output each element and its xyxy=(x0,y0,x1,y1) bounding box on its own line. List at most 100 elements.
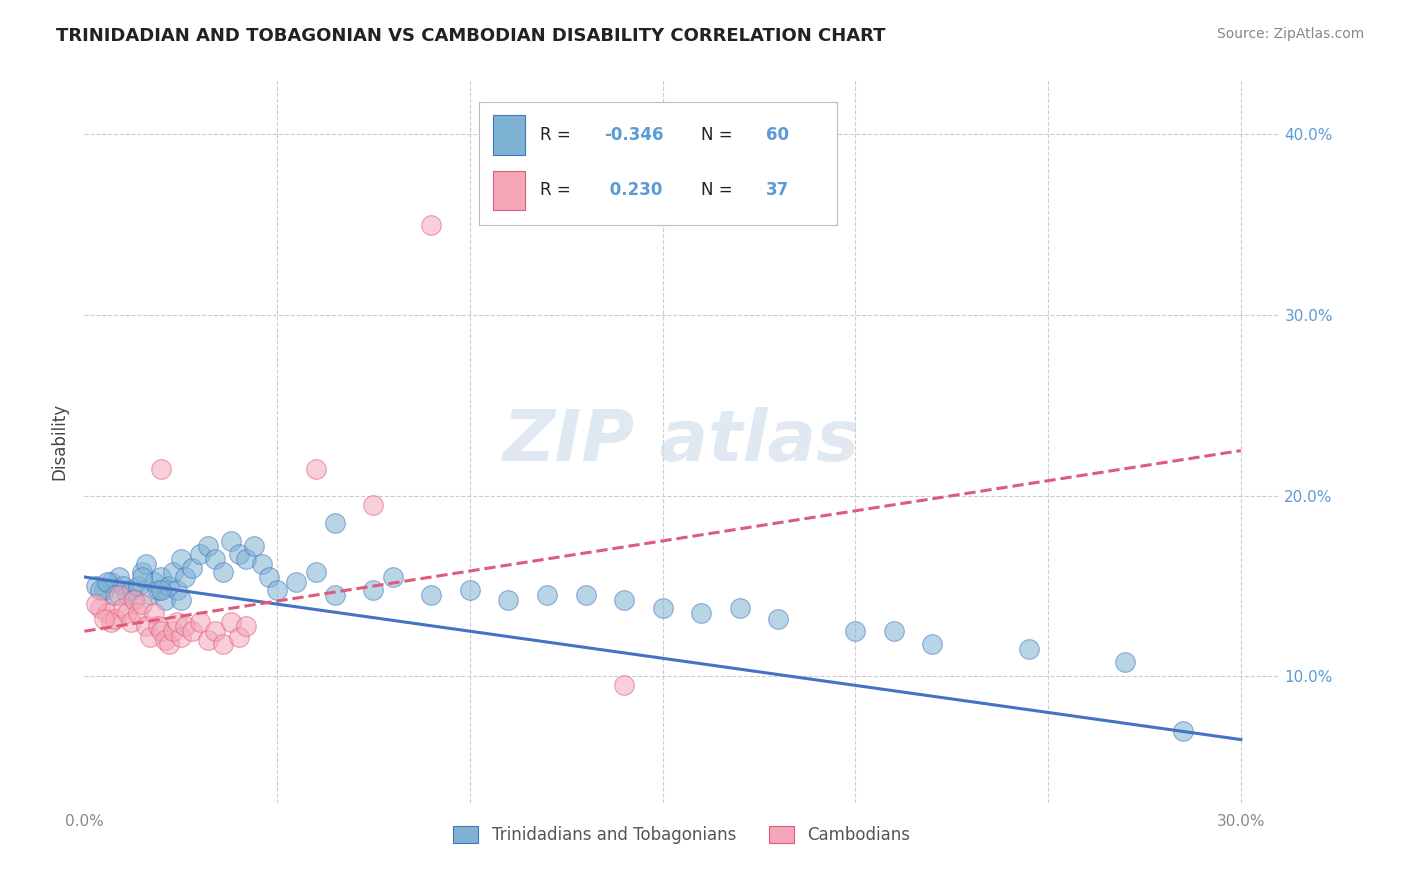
Point xyxy=(188,547,211,561)
Point xyxy=(235,552,257,566)
Point xyxy=(228,547,250,561)
Point xyxy=(170,552,193,566)
Point xyxy=(120,615,142,630)
Point xyxy=(259,570,281,584)
Point xyxy=(115,588,138,602)
Point xyxy=(250,558,273,572)
Point xyxy=(124,591,146,606)
Point xyxy=(883,624,905,639)
Point xyxy=(228,630,250,644)
Point xyxy=(844,624,866,639)
Point xyxy=(162,624,184,639)
Point xyxy=(89,582,111,597)
Point xyxy=(131,570,153,584)
Point xyxy=(155,593,177,607)
Point xyxy=(84,597,107,611)
Point xyxy=(212,565,235,579)
Point xyxy=(498,593,520,607)
Point xyxy=(115,606,138,620)
Point xyxy=(921,637,943,651)
Point xyxy=(243,539,266,553)
Text: Source: ZipAtlas.com: Source: ZipAtlas.com xyxy=(1216,27,1364,41)
Point xyxy=(170,630,193,644)
Point xyxy=(111,579,134,593)
Point xyxy=(363,582,385,597)
Point xyxy=(188,615,211,630)
Point xyxy=(104,588,127,602)
Point xyxy=(323,516,346,530)
Point xyxy=(104,611,127,625)
Point xyxy=(155,633,177,648)
Point xyxy=(157,637,180,651)
Point xyxy=(266,582,288,597)
Point xyxy=(93,611,115,625)
Point xyxy=(1171,723,1194,738)
Point xyxy=(204,624,226,639)
Point xyxy=(108,588,131,602)
Point xyxy=(89,600,111,615)
Point xyxy=(420,218,443,232)
Point xyxy=(219,615,242,630)
Point xyxy=(235,619,257,633)
Point xyxy=(146,582,169,597)
Point xyxy=(100,615,122,630)
Point xyxy=(146,619,169,633)
Point xyxy=(613,678,636,692)
Point xyxy=(120,582,142,597)
Point xyxy=(131,565,153,579)
Text: TRINIDADIAN AND TOBAGONIAN VS CAMBODIAN DISABILITY CORRELATION CHART: TRINIDADIAN AND TOBAGONIAN VS CAMBODIAN … xyxy=(56,27,886,45)
Point xyxy=(166,615,188,630)
Point xyxy=(420,588,443,602)
Point xyxy=(181,624,204,639)
Point xyxy=(305,565,328,579)
Point xyxy=(1114,655,1136,669)
Point xyxy=(135,619,157,633)
Point xyxy=(142,606,165,620)
Legend: Trinidadians and Tobagonians, Cambodians: Trinidadians and Tobagonians, Cambodians xyxy=(444,817,920,852)
Point xyxy=(84,579,107,593)
Point xyxy=(157,579,180,593)
Point xyxy=(170,593,193,607)
Point xyxy=(1018,642,1040,657)
Point xyxy=(574,588,596,602)
Point xyxy=(651,600,673,615)
Point xyxy=(139,630,162,644)
Y-axis label: Disability: Disability xyxy=(51,403,69,480)
Point xyxy=(166,582,188,597)
Point xyxy=(142,575,165,590)
Point xyxy=(150,570,173,584)
Point xyxy=(219,533,242,548)
Point xyxy=(536,588,558,602)
Point xyxy=(131,597,153,611)
Point xyxy=(93,582,115,597)
Point xyxy=(197,539,219,553)
Point xyxy=(127,606,149,620)
Point xyxy=(728,600,751,615)
Point xyxy=(173,570,195,584)
Point xyxy=(212,637,235,651)
Point xyxy=(768,611,790,625)
Point xyxy=(305,461,328,475)
Point xyxy=(139,588,162,602)
Point xyxy=(96,606,118,620)
Point xyxy=(458,582,481,597)
Point xyxy=(381,570,404,584)
Point xyxy=(127,579,149,593)
Point xyxy=(285,575,308,590)
Point xyxy=(150,582,173,597)
Point xyxy=(135,558,157,572)
Point xyxy=(181,561,204,575)
Point xyxy=(162,565,184,579)
Point xyxy=(323,588,346,602)
Point xyxy=(124,593,146,607)
Point xyxy=(96,575,118,590)
Point xyxy=(150,624,173,639)
Point xyxy=(613,593,636,607)
Point xyxy=(111,600,134,615)
Point xyxy=(100,575,122,590)
Point xyxy=(108,570,131,584)
Point xyxy=(204,552,226,566)
Point xyxy=(173,619,195,633)
Point xyxy=(197,633,219,648)
Text: ZIP atlas: ZIP atlas xyxy=(503,407,860,476)
